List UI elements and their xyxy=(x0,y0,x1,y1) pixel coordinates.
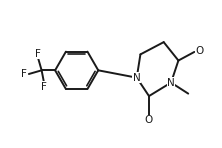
Text: F: F xyxy=(35,49,41,59)
Text: F: F xyxy=(21,69,27,79)
Text: N: N xyxy=(133,73,141,83)
Text: F: F xyxy=(41,82,47,92)
Text: O: O xyxy=(145,115,153,125)
Text: O: O xyxy=(196,46,204,56)
Text: N: N xyxy=(167,78,175,88)
